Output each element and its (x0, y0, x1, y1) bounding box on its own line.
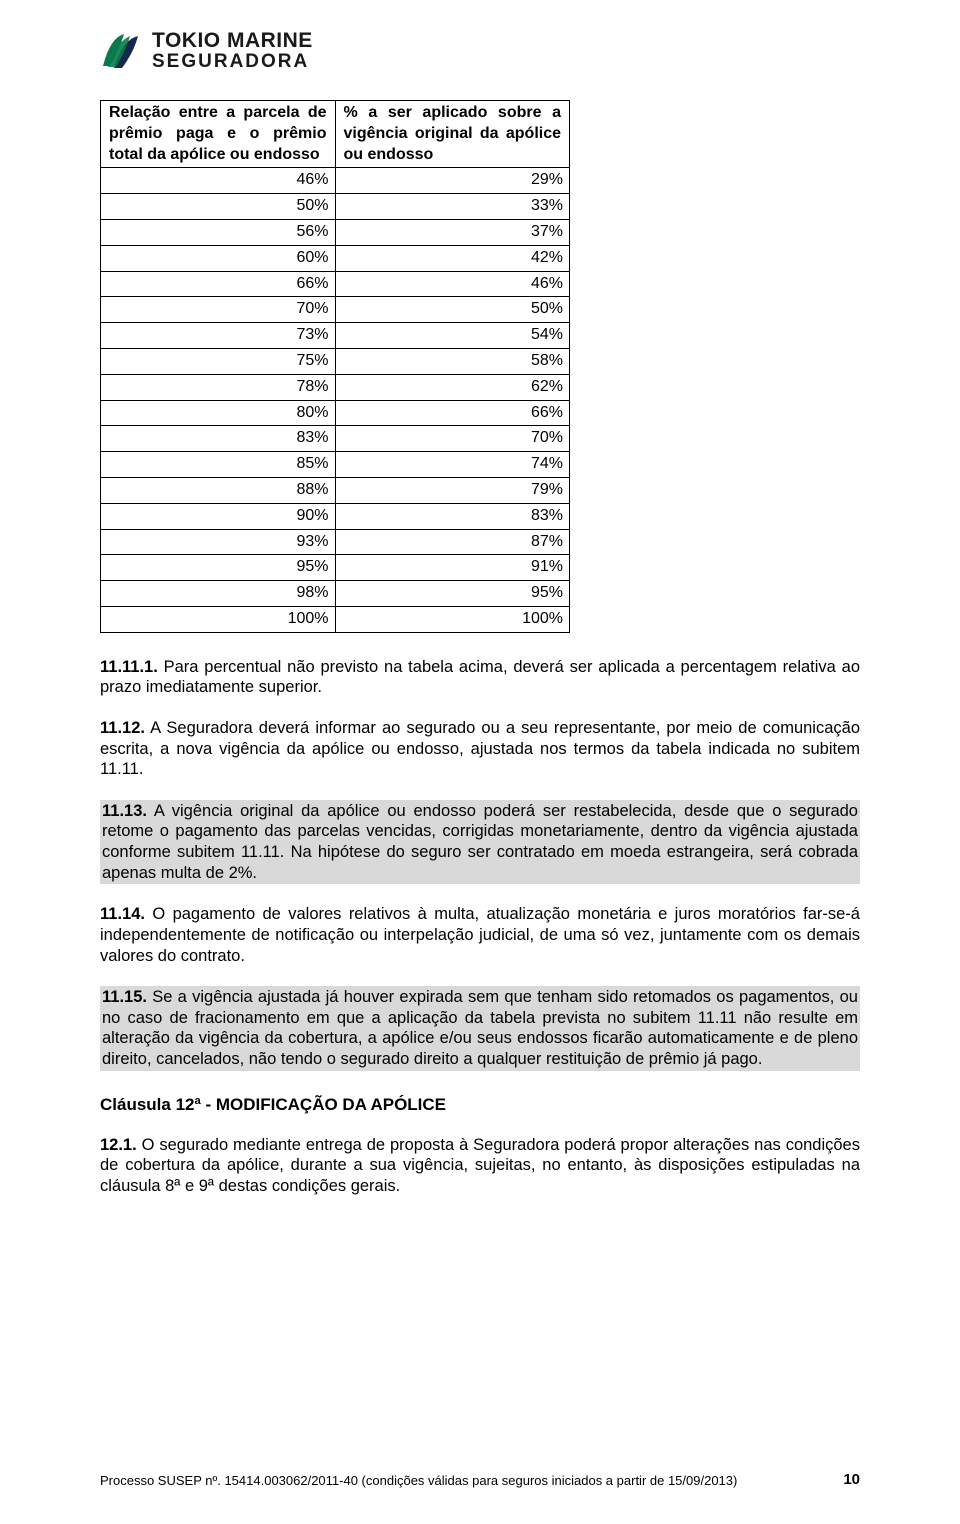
table-cell: 83% (101, 426, 336, 452)
table-cell: 78% (101, 374, 336, 400)
table-cell: 56% (101, 219, 336, 245)
table-cell: 54% (335, 323, 570, 349)
paragraph-11-12: 11.12. A Seguradora deverá informar ao s… (100, 718, 860, 780)
table-cell: 62% (335, 374, 570, 400)
para-body: O pagamento de valores relativos à multa… (100, 905, 860, 964)
table-body: 46%29%50%33%56%37%60%42%66%46%70%50%73%5… (101, 168, 570, 632)
table-row: 85%74% (101, 452, 570, 478)
logo-line-1: TOKIO MARINE (152, 30, 313, 52)
table-cell: 98% (101, 581, 336, 607)
table-cell: 100% (101, 606, 336, 632)
table-cell: 85% (101, 452, 336, 478)
table-row: 90%83% (101, 503, 570, 529)
para-body: A vigência original da apólice ou endoss… (102, 802, 858, 882)
premium-percentage-table: Relação entre a parcela de prêmio paga e… (100, 100, 570, 633)
table-header-col1: Relação entre a parcela de prêmio paga e… (101, 101, 336, 168)
table-row: 95%91% (101, 555, 570, 581)
table-row: 75%58% (101, 348, 570, 374)
table-cell: 91% (335, 555, 570, 581)
table-header-col2: % a ser aplicado sobre a vigência origin… (335, 101, 570, 168)
paragraph-11-11-1: 11.11.1. Para percentual não previsto na… (100, 657, 860, 698)
para-lead: 12.1. (100, 1136, 137, 1154)
table-row: 100%100% (101, 606, 570, 632)
table-cell: 60% (101, 245, 336, 271)
para-lead: 11.11.1. (100, 658, 158, 676)
footer-process-text: Processo SUSEP nº. 15414.003062/2011-40 … (100, 1473, 737, 1488)
table-row: 98%95% (101, 581, 570, 607)
table-cell: 29% (335, 168, 570, 194)
table-cell: 50% (335, 297, 570, 323)
table-row: 93%87% (101, 529, 570, 555)
table-row: 46%29% (101, 168, 570, 194)
table-cell: 66% (101, 271, 336, 297)
clause-12-heading: Cláusula 12ª - MODIFICAÇÃO DA APÓLICE (100, 1095, 860, 1115)
table-row: 78%62% (101, 374, 570, 400)
page-footer: Processo SUSEP nº. 15414.003062/2011-40 … (100, 1471, 860, 1488)
table-cell: 50% (101, 194, 336, 220)
company-logo: TOKIO MARINE SEGURADORA (100, 30, 860, 72)
table-row: 70%50% (101, 297, 570, 323)
table-cell: 95% (335, 581, 570, 607)
table-cell: 46% (101, 168, 336, 194)
paragraph-12-1: 12.1. O segurado mediante entrega de pro… (100, 1135, 860, 1197)
table-row: 66%46% (101, 271, 570, 297)
para-lead: 11.14. (100, 905, 145, 923)
table-row: 50%33% (101, 194, 570, 220)
table-cell: 83% (335, 503, 570, 529)
table-cell: 87% (335, 529, 570, 555)
para-body: A Seguradora deverá informar ao segurado… (100, 719, 860, 778)
para-body: Para percentual não previsto na tabela a… (100, 658, 860, 697)
table-row: 73%54% (101, 323, 570, 349)
table-cell: 90% (101, 503, 336, 529)
table-row: 83%70% (101, 426, 570, 452)
table-cell: 70% (335, 426, 570, 452)
table-cell: 93% (101, 529, 336, 555)
table-row: 56%37% (101, 219, 570, 245)
table-cell: 79% (335, 477, 570, 503)
para-body: O segurado mediante entrega de proposta … (100, 1136, 860, 1195)
table-cell: 37% (335, 219, 570, 245)
table-cell: 75% (101, 348, 336, 374)
table-cell: 33% (335, 194, 570, 220)
table-cell: 58% (335, 348, 570, 374)
table-row: 60%42% (101, 245, 570, 271)
table-row: 88%79% (101, 477, 570, 503)
para-lead: 11.15. (102, 988, 147, 1006)
logo-mark-icon (100, 30, 142, 72)
table-cell: 73% (101, 323, 336, 349)
table-cell: 80% (101, 400, 336, 426)
table-cell: 74% (335, 452, 570, 478)
table-cell: 70% (101, 297, 336, 323)
paragraph-11-14: 11.14. O pagamento de valores relativos … (100, 904, 860, 966)
para-lead: 11.12. (100, 719, 145, 737)
para-lead: 11.13. (102, 802, 147, 820)
table-cell: 95% (101, 555, 336, 581)
logo-text: TOKIO MARINE SEGURADORA (152, 30, 313, 72)
footer-page-number: 10 (843, 1471, 860, 1488)
table-cell: 66% (335, 400, 570, 426)
paragraph-11-15: 11.15. Se a vigência ajustada já houver … (100, 986, 860, 1071)
paragraph-11-13: 11.13. A vigência original da apólice ou… (100, 800, 860, 885)
table-cell: 42% (335, 245, 570, 271)
table-cell: 88% (101, 477, 336, 503)
logo-line-2: SEGURADORA (152, 52, 313, 72)
table-cell: 46% (335, 271, 570, 297)
para-body: Se a vigência ajustada já houver expirad… (102, 988, 858, 1068)
table-cell: 100% (335, 606, 570, 632)
table-row: 80%66% (101, 400, 570, 426)
